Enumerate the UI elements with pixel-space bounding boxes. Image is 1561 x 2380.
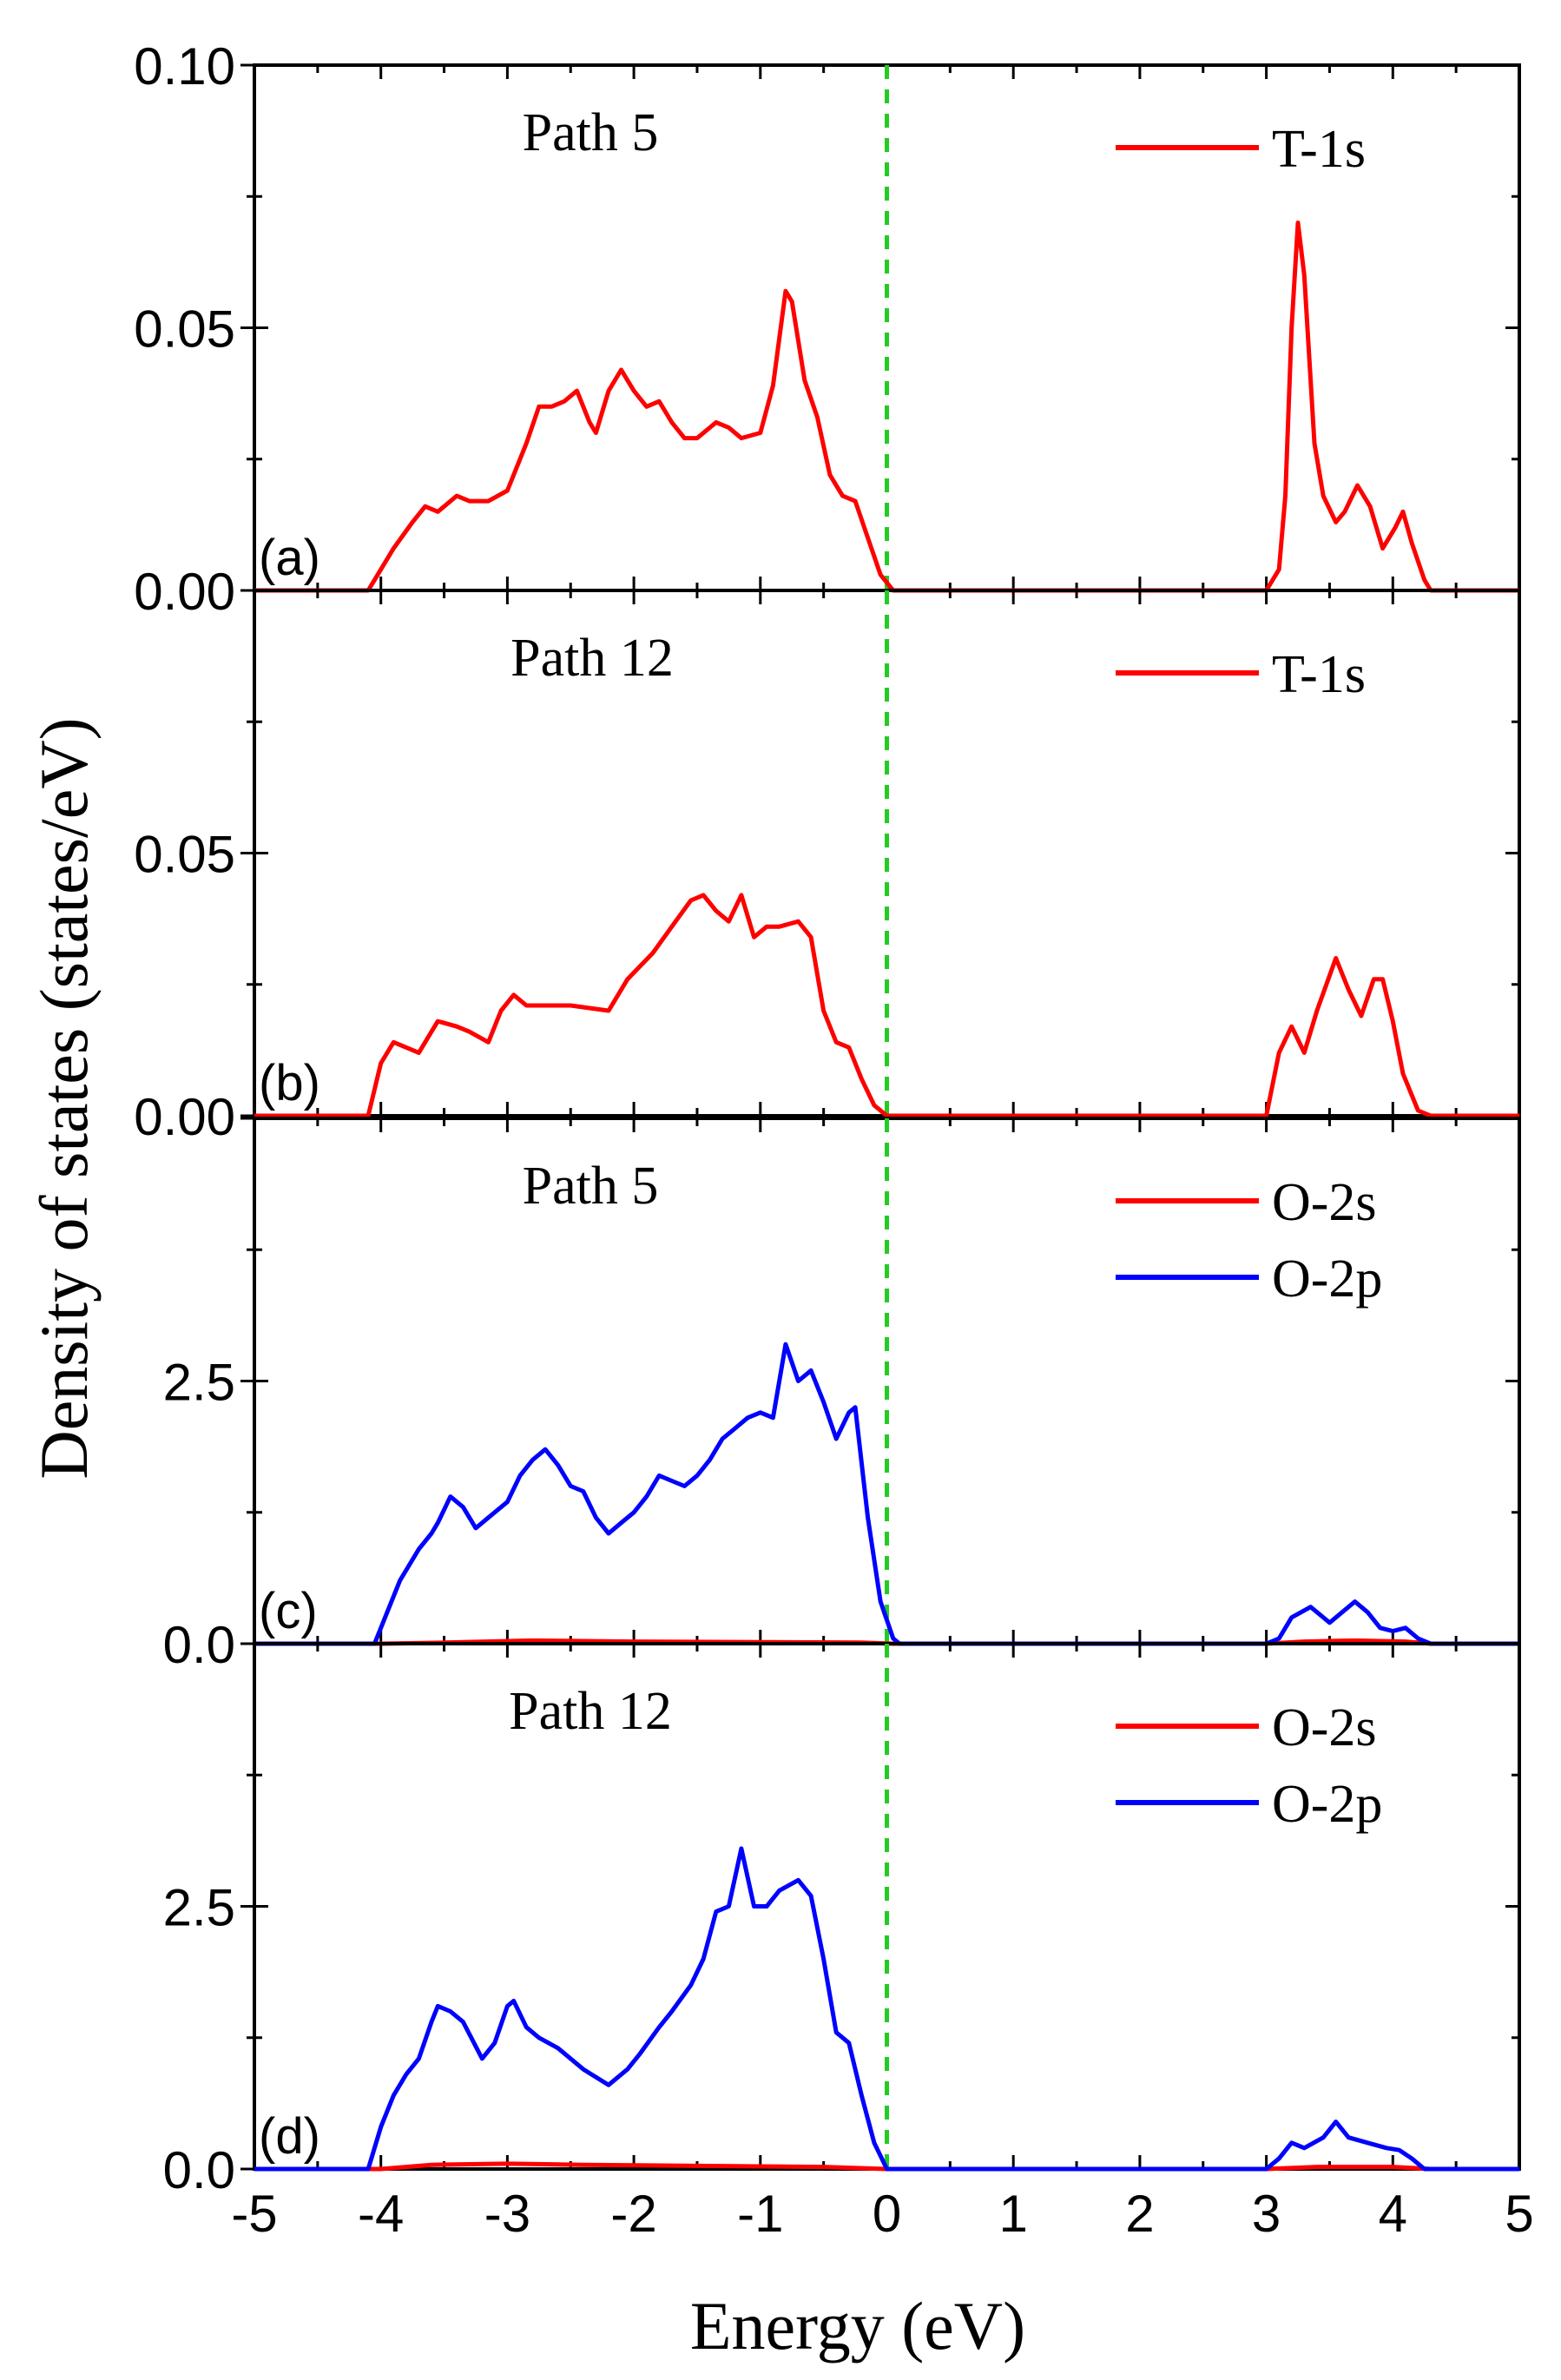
x-tick-label: -1 bbox=[737, 2185, 783, 2243]
legend-label: O-2p bbox=[1272, 1775, 1382, 1834]
series-line-t-1s bbox=[254, 893, 1519, 1118]
y-tick-label: 0.10 bbox=[134, 37, 235, 96]
legend-label: T-1s bbox=[1272, 645, 1366, 704]
x-tick-label: 1 bbox=[999, 2185, 1028, 2243]
legend-label: O-2s bbox=[1272, 1173, 1377, 1232]
panel-label: (a) bbox=[259, 530, 320, 586]
y-tick-label: 2.5 bbox=[163, 1354, 235, 1412]
panel-label: (d) bbox=[259, 2108, 320, 2165]
y-tick-label: 0.0 bbox=[163, 2141, 235, 2199]
y-tick-label: 0.05 bbox=[134, 300, 235, 359]
y-tick-label: 0.00 bbox=[134, 1088, 235, 1146]
x-tick-label: -5 bbox=[231, 2185, 277, 2243]
panel-label: (b) bbox=[259, 1055, 320, 1111]
x-tick-label: 4 bbox=[1379, 2185, 1407, 2243]
legend-label: T-1s bbox=[1272, 120, 1366, 179]
series-line-t-1s bbox=[254, 221, 1519, 593]
x-tick-label: 5 bbox=[1505, 2185, 1533, 2243]
panel-title: Path 5 bbox=[523, 103, 659, 162]
x-tick-label: -4 bbox=[358, 2185, 404, 2243]
series-line-o-2p bbox=[254, 1342, 1519, 1646]
panel-title: Path 12 bbox=[509, 1682, 672, 1741]
y-tick-label: 0.05 bbox=[134, 826, 235, 884]
legend-label: O-2p bbox=[1272, 1249, 1382, 1309]
panel-title: Path 5 bbox=[523, 1157, 659, 1216]
panel-title: Path 12 bbox=[510, 629, 674, 688]
x-tick-label: 0 bbox=[873, 2185, 901, 2243]
series-line-o-2p bbox=[254, 1846, 1519, 2172]
x-axis-label: Energy (eV) bbox=[690, 2288, 1025, 2364]
series-line-o-2s bbox=[254, 2161, 1519, 2172]
x-tick-label: -3 bbox=[484, 2185, 530, 2243]
y-tick-label: 0.0 bbox=[163, 1616, 235, 1674]
x-tick-label: 2 bbox=[1125, 2185, 1154, 2243]
panel-label: (c) bbox=[259, 1583, 318, 1639]
x-tick-label: 3 bbox=[1252, 2185, 1281, 2243]
y-tick-label: 2.5 bbox=[163, 1879, 235, 1937]
y-axis-label: Density of states (states/eV) bbox=[26, 717, 102, 1479]
y-tick-label: 0.00 bbox=[134, 563, 235, 621]
x-tick-label: -2 bbox=[610, 2185, 656, 2243]
legend-label: O-2s bbox=[1272, 1698, 1377, 1757]
